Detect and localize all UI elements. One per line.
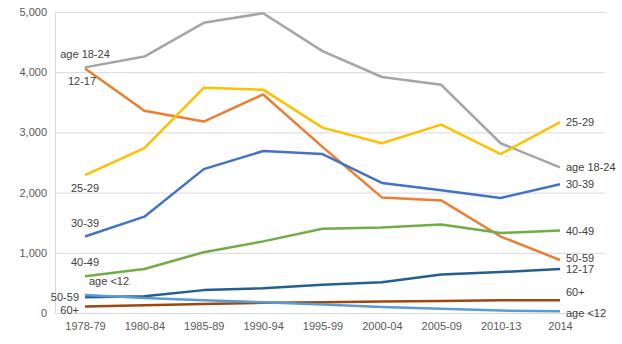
x-tick-label: 2000-04 [362,320,402,332]
grid-line [55,72,605,73]
grid-line [55,132,605,133]
series-label: 25-29 [71,182,99,194]
chart: 0 1,000 2,000 3,000 4,000 5,000 1978-79 1980-84… [0,0,622,344]
x-tick: 1995-99 [303,320,343,332]
series-line [85,269,560,297]
series-line [85,13,560,167]
series-line [85,225,560,277]
x-tick-label: 1978-79 [65,320,105,332]
x-tick-label: 1985-89 [184,320,224,332]
x-axis-line [86,313,561,314]
series-line [85,151,560,236]
y-tick: 0 [41,307,605,319]
y-tick: 1,000 [19,247,605,259]
series-label: age <12 [89,275,129,287]
grid-line [55,313,605,314]
series-labels: age 18-24 age 18-24 12-17 12-17 25-29 25-29 30… [51,48,616,319]
y-axis-line [55,13,56,314]
series-label: 50-59 [51,291,79,303]
series-label: 30-39 [71,217,99,229]
x-tick-label: 1995-99 [303,320,343,332]
grid-line [55,253,605,254]
x-tick: 2010-13 [481,320,521,332]
x-tick-label: 2014 [548,320,572,332]
plot-area [85,13,560,311]
series-label: 12-17 [68,75,96,87]
x-tick-label: 2010-13 [481,320,521,332]
x-tick-label: 1980-84 [125,320,165,332]
y-tick: 4,000 [19,66,605,78]
x-tick: 2014 [548,320,572,332]
x-tick-label: 2005-09 [422,320,462,332]
y-tick-label: 5,000 [19,6,47,18]
y-tick-label: 3,000 [19,126,47,138]
series-label: age <12 [566,307,606,319]
y-axis: 0 1,000 2,000 3,000 4,000 5,000 [19,6,605,319]
series-label: 30-39 [566,178,594,190]
series-label: age 18-24 [60,48,110,60]
y-tick-label: 2,000 [19,187,47,199]
series-label: 60+ [60,304,79,316]
x-tick: 1978-79 [65,320,105,332]
y-tick-label: 4,000 [19,66,47,78]
series-label: 40-49 [71,256,99,268]
y-tick-label: 1,000 [19,247,47,259]
series-label: 40-49 [566,225,594,237]
x-tick-label: 1990-94 [243,320,283,332]
y-tick: 2,000 [19,187,605,199]
series-label: age 18-24 [566,161,616,173]
y-tick: 5,000 [19,6,605,18]
x-tick: 2005-09 [422,320,462,332]
x-tick: 1985-89 [184,320,224,332]
series-label: 50-59 [566,252,594,264]
series-label: 60+ [566,286,585,298]
x-axis: 1978-79 1980-84 1985-89 1990-94 1995-99 2000-… [65,314,572,332]
series-line [85,88,560,175]
y-tick-label: 0 [41,307,47,319]
x-tick: 1990-94 [243,320,283,332]
series-label: 25-29 [566,116,594,128]
series-label: 12-17 [566,263,594,275]
grid-line [55,12,605,13]
x-tick: 1980-84 [125,320,165,332]
series-line [85,295,560,311]
x-tick: 2000-04 [362,320,402,332]
